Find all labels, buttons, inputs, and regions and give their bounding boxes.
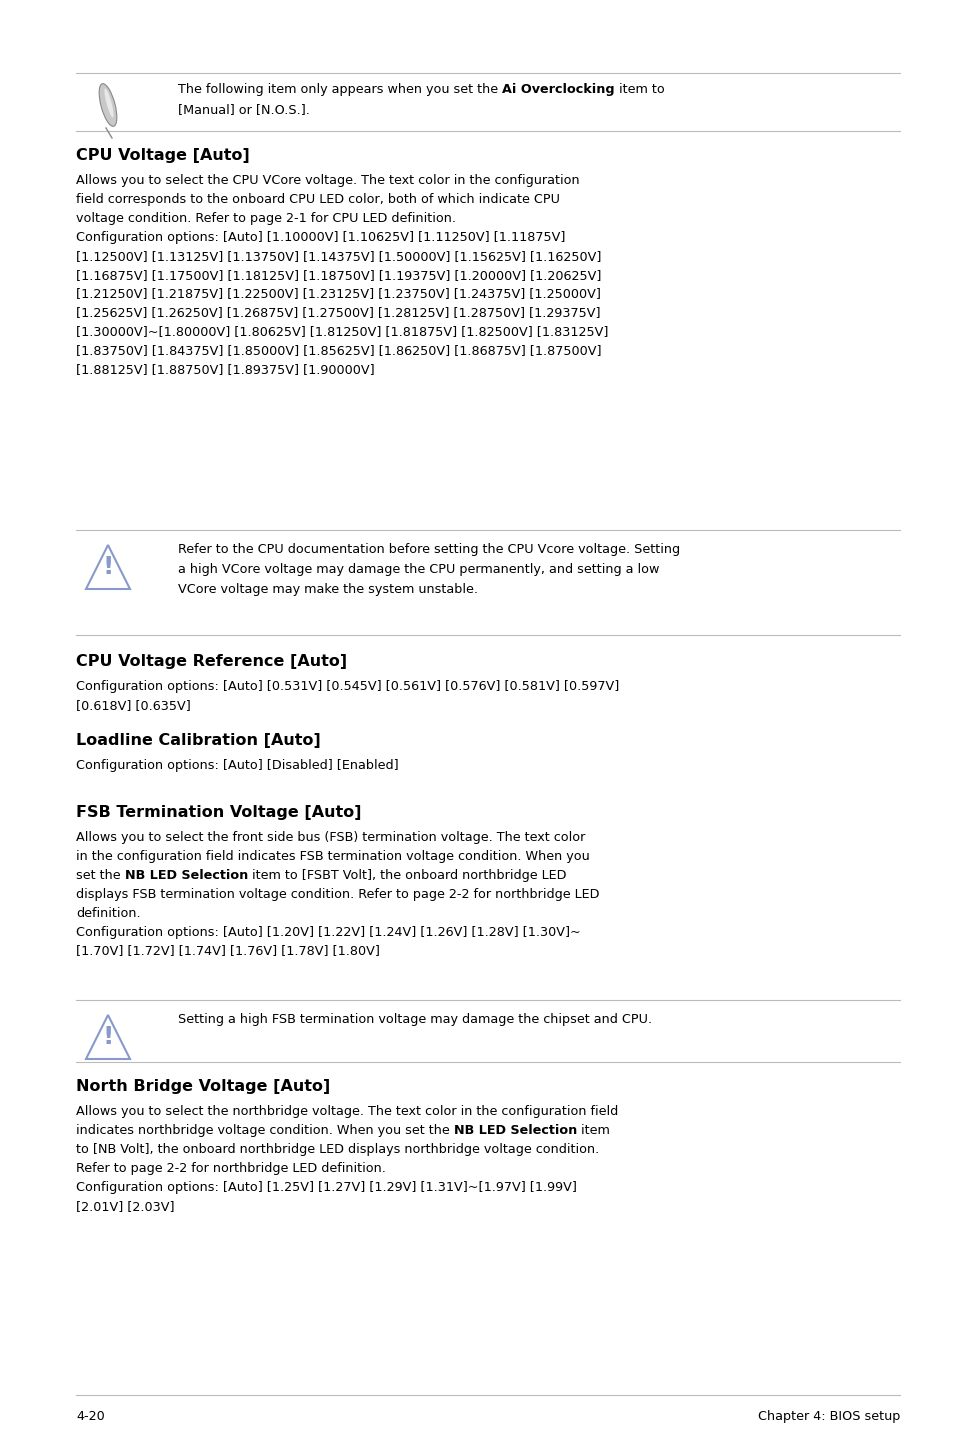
Text: North Bridge Voltage [Auto]: North Bridge Voltage [Auto] (76, 1078, 330, 1094)
Text: field corresponds to the onboard CPU LED color, both of which indicate CPU: field corresponds to the onboard CPU LED… (76, 193, 559, 206)
Ellipse shape (99, 83, 116, 127)
Text: [1.83750V] [1.84375V] [1.85000V] [1.85625V] [1.86250V] [1.86875V] [1.87500V]: [1.83750V] [1.84375V] [1.85000V] [1.8562… (76, 344, 601, 357)
Ellipse shape (104, 89, 113, 118)
Text: Allows you to select the CPU VCore voltage. The text color in the configuration: Allows you to select the CPU VCore volta… (76, 174, 579, 187)
Text: CPU Voltage Reference [Auto]: CPU Voltage Reference [Auto] (76, 654, 347, 669)
Polygon shape (86, 1015, 130, 1058)
Text: [1.12500V] [1.13125V] [1.13750V] [1.14375V] [1.50000V] [1.15625V] [1.16250V]: [1.12500V] [1.13125V] [1.13750V] [1.1437… (76, 250, 600, 263)
Text: CPU Voltage [Auto]: CPU Voltage [Auto] (76, 148, 250, 162)
Text: [1.88125V] [1.88750V] [1.89375V] [1.90000V]: [1.88125V] [1.88750V] [1.89375V] [1.9000… (76, 364, 375, 377)
Text: !: ! (102, 555, 113, 580)
Text: [1.21250V] [1.21875V] [1.22500V] [1.23125V] [1.23750V] [1.24375V] [1.25000V]: [1.21250V] [1.21875V] [1.22500V] [1.2312… (76, 288, 600, 301)
Text: [2.01V] [2.03V]: [2.01V] [2.03V] (76, 1199, 174, 1212)
Text: Configuration options: [Auto] [1.20V] [1.22V] [1.24V] [1.26V] [1.28V] [1.30V]~: Configuration options: [Auto] [1.20V] [1… (76, 926, 580, 939)
Text: definition.: definition. (76, 906, 140, 920)
Text: Chapter 4: BIOS setup: Chapter 4: BIOS setup (757, 1411, 899, 1424)
Text: [Manual] or [N.O.S.].: [Manual] or [N.O.S.]. (178, 104, 310, 116)
Text: [1.70V] [1.72V] [1.74V] [1.76V] [1.78V] [1.80V]: [1.70V] [1.72V] [1.74V] [1.76V] [1.78V] … (76, 945, 379, 958)
Text: [0.618V] [0.635V]: [0.618V] [0.635V] (76, 699, 191, 712)
Text: FSB Termination Voltage [Auto]: FSB Termination Voltage [Auto] (76, 805, 361, 820)
Text: [1.16875V] [1.17500V] [1.18125V] [1.18750V] [1.19375V] [1.20000V] [1.20625V]: [1.16875V] [1.17500V] [1.18125V] [1.1875… (76, 269, 600, 282)
Text: indicates northbridge voltage condition. When you set the: indicates northbridge voltage condition.… (76, 1125, 454, 1137)
Text: !: ! (102, 1025, 113, 1048)
Text: Setting a high FSB termination voltage may damage the chipset and CPU.: Setting a high FSB termination voltage m… (178, 1012, 652, 1025)
Text: a high VCore voltage may damage the CPU permanently, and setting a low: a high VCore voltage may damage the CPU … (178, 564, 659, 577)
Text: Loadline Calibration [Auto]: Loadline Calibration [Auto] (76, 733, 320, 748)
Text: Configuration options: [Auto] [0.531V] [0.545V] [0.561V] [0.576V] [0.581V] [0.59: Configuration options: [Auto] [0.531V] [… (76, 680, 618, 693)
Text: item: item (577, 1125, 609, 1137)
Text: Allows you to select the front side bus (FSB) termination voltage. The text colo: Allows you to select the front side bus … (76, 831, 585, 844)
Text: displays FSB termination voltage condition. Refer to page 2-2 for northbridge LE: displays FSB termination voltage conditi… (76, 887, 598, 900)
Text: NB LED Selection: NB LED Selection (454, 1125, 577, 1137)
Text: item to: item to (614, 83, 664, 96)
Text: set the: set the (76, 869, 125, 881)
Text: Refer to the CPU documentation before setting the CPU Vcore voltage. Setting: Refer to the CPU documentation before se… (178, 544, 679, 557)
Text: item to [FSBT Volt], the onboard northbridge LED: item to [FSBT Volt], the onboard northbr… (248, 869, 566, 881)
Text: in the configuration field indicates FSB termination voltage condition. When you: in the configuration field indicates FSB… (76, 850, 589, 863)
Text: 4-20: 4-20 (76, 1411, 105, 1424)
Text: Configuration options: [Auto] [1.10000V] [1.10625V] [1.11250V] [1.11875V]: Configuration options: [Auto] [1.10000V]… (76, 230, 565, 243)
Text: Ai Overclocking: Ai Overclocking (501, 83, 614, 96)
Text: voltage condition. Refer to page 2-1 for CPU LED definition.: voltage condition. Refer to page 2-1 for… (76, 211, 456, 224)
Text: Configuration options: [Auto] [Disabled] [Enabled]: Configuration options: [Auto] [Disabled]… (76, 759, 398, 772)
Text: Configuration options: [Auto] [1.25V] [1.27V] [1.29V] [1.31V]~[1.97V] [1.99V]: Configuration options: [Auto] [1.25V] [1… (76, 1181, 577, 1194)
Text: [1.25625V] [1.26250V] [1.26875V] [1.27500V] [1.28125V] [1.28750V] [1.29375V]: [1.25625V] [1.26250V] [1.26875V] [1.2750… (76, 306, 599, 319)
Text: The following item only appears when you set the: The following item only appears when you… (178, 83, 501, 96)
Text: NB LED Selection: NB LED Selection (125, 869, 248, 881)
Polygon shape (86, 545, 130, 590)
Text: [1.30000V]~[1.80000V] [1.80625V] [1.81250V] [1.81875V] [1.82500V] [1.83125V]: [1.30000V]~[1.80000V] [1.80625V] [1.8125… (76, 325, 608, 338)
Text: VCore voltage may make the system unstable.: VCore voltage may make the system unstab… (178, 584, 477, 597)
Text: Allows you to select the northbridge voltage. The text color in the configuratio: Allows you to select the northbridge vol… (76, 1104, 618, 1117)
Text: to [NB Volt], the onboard northbridge LED displays northbridge voltage condition: to [NB Volt], the onboard northbridge LE… (76, 1143, 598, 1156)
Text: Refer to page 2-2 for northbridge LED definition.: Refer to page 2-2 for northbridge LED de… (76, 1162, 385, 1175)
